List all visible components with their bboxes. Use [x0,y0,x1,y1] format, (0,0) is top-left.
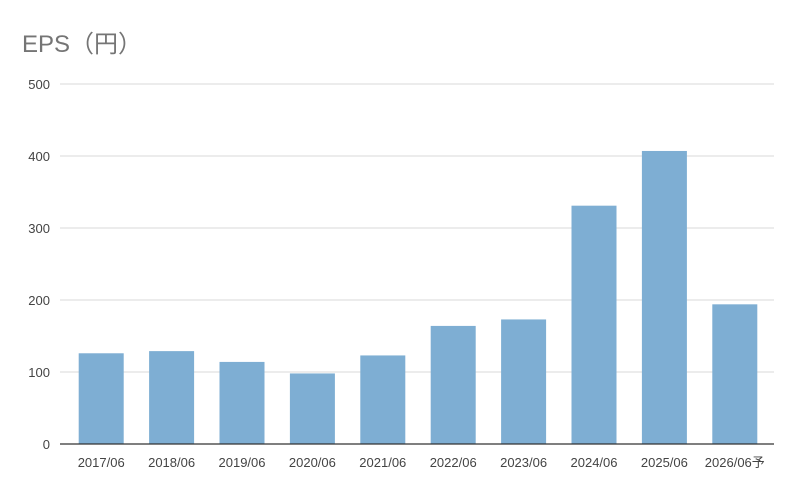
y-tick-label: 400 [28,149,50,164]
bar [78,353,124,444]
x-tick-label: 2017/06 [78,455,125,470]
bar [289,373,335,444]
x-tick-label: 2019/06 [219,455,266,470]
x-tick-label: 2018/06 [148,455,195,470]
y-tick-label: 500 [28,77,50,92]
x-tick-label: 2025/06 [641,455,688,470]
bars [78,150,758,444]
bar [219,361,265,444]
y-axis-tick-labels: 0 100 200 300 400 500 [28,77,50,452]
y-tick-label: 0 [43,437,50,452]
bar [360,355,406,444]
x-tick-label: 2020/06 [289,455,336,470]
bar [149,351,195,444]
x-tick-label: 2024/06 [571,455,618,470]
x-tick-label: 2026/06予 [705,455,765,470]
bar [641,150,687,444]
chart-title: EPS（円） [22,31,143,58]
bar [430,325,476,444]
bar [571,205,617,444]
y-tick-label: 100 [28,365,50,380]
bar [501,319,547,444]
x-tick-label: 2023/06 [500,455,547,470]
y-tick-label: 200 [28,293,50,308]
bar [712,304,758,444]
x-tick-label: 2021/06 [359,455,406,470]
x-tick-label: 2022/06 [430,455,477,470]
x-axis-tick-labels: 2017/06 2018/06 2019/06 2020/06 2021/06 2022/… [78,455,765,470]
y-tick-label: 300 [28,221,50,236]
